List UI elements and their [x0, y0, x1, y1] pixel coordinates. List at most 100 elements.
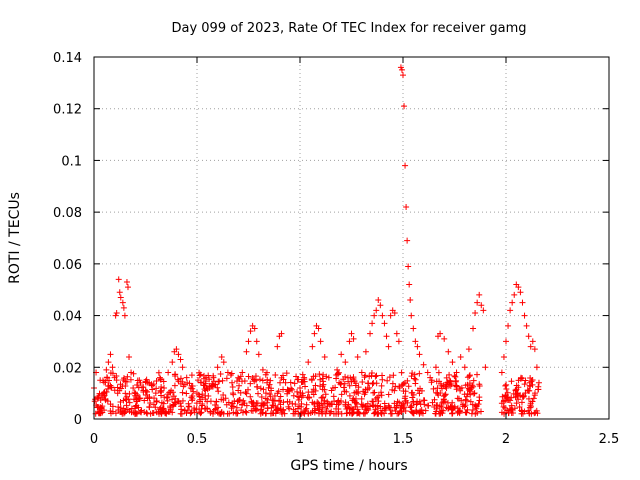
- data-point: [477, 408, 484, 415]
- data-point: [409, 370, 416, 377]
- data-point: [172, 395, 179, 402]
- data-point: [364, 405, 371, 412]
- data-point: [441, 335, 448, 342]
- data-point: [334, 398, 341, 405]
- data-point: [422, 407, 429, 414]
- data-point: [378, 392, 385, 399]
- data-point: [164, 397, 171, 404]
- data-point: [367, 330, 374, 337]
- y-axis-label: ROTI / TECUs: [7, 192, 23, 284]
- data-point: [329, 384, 336, 391]
- data-point: [312, 407, 319, 414]
- data-point: [267, 393, 274, 400]
- data-point: [239, 369, 246, 376]
- data-point: [375, 398, 382, 405]
- data-point: [387, 410, 394, 417]
- data-point: [505, 410, 512, 417]
- plot-frame: [93, 56, 610, 420]
- data-point: [507, 397, 514, 404]
- data-point: [366, 384, 373, 391]
- data-point: [438, 399, 445, 406]
- data-point: [220, 392, 227, 399]
- data-point: [476, 394, 483, 401]
- data-point: [346, 392, 353, 399]
- data-point: [397, 64, 404, 71]
- data-point: [148, 382, 155, 389]
- data-point: [152, 404, 159, 411]
- data-point: [278, 330, 285, 337]
- data-point: [161, 394, 168, 401]
- data-point: [272, 372, 279, 379]
- data-point: [189, 385, 196, 392]
- data-point: [235, 374, 242, 381]
- data-point: [124, 373, 131, 380]
- data-point: [242, 408, 249, 415]
- data-point: [355, 390, 362, 397]
- data-point: [304, 394, 311, 401]
- data-point: [379, 407, 386, 414]
- data-point: [229, 400, 236, 407]
- data-point: [387, 312, 394, 319]
- data-point: [531, 346, 538, 353]
- y-tick-label: 0: [74, 413, 82, 428]
- data-point: [273, 406, 280, 413]
- data-point: [386, 374, 393, 381]
- data-point: [245, 338, 252, 345]
- data-point: [430, 385, 437, 392]
- data-point: [420, 397, 427, 404]
- data-point: [309, 343, 316, 350]
- data-point: [250, 399, 257, 406]
- data-point: [171, 382, 178, 389]
- data-point: [412, 376, 419, 383]
- data-point: [207, 398, 214, 405]
- data-point: [175, 351, 182, 358]
- data-point: [291, 380, 298, 387]
- data-point: [300, 378, 307, 385]
- data-point: [294, 388, 301, 395]
- x-tick-labels: 0 0.5 1 1.5 2 2.5: [90, 432, 619, 447]
- data-point: [247, 380, 254, 387]
- data-point: [267, 377, 274, 384]
- data-point: [434, 390, 441, 397]
- data-point: [398, 382, 405, 389]
- data-point: [505, 322, 512, 329]
- data-point: [123, 396, 130, 403]
- data-point: [519, 299, 526, 306]
- data-point: [318, 400, 325, 407]
- data-point: [236, 382, 243, 389]
- data-point: [409, 389, 416, 396]
- data-point: [503, 338, 509, 345]
- data-point: [337, 381, 344, 388]
- data-point: [189, 397, 196, 404]
- data-point: [402, 407, 409, 414]
- data-point: [215, 378, 222, 385]
- data-point: [171, 399, 178, 406]
- data-point: [525, 387, 532, 394]
- data-point: [289, 400, 296, 407]
- data-point: [461, 364, 468, 371]
- data-point: [286, 387, 293, 394]
- data-point: [316, 371, 323, 378]
- data-point: [412, 338, 419, 345]
- data-point: [115, 276, 122, 283]
- data-point: [262, 390, 269, 397]
- data-point: [230, 409, 237, 416]
- data-point: [444, 399, 451, 406]
- data-point: [362, 348, 369, 355]
- data-point: [193, 400, 200, 407]
- data-point: [156, 374, 163, 381]
- data-point: [233, 404, 240, 411]
- data-point: [535, 386, 542, 393]
- data-point: [142, 378, 149, 385]
- data-point: [509, 299, 516, 306]
- data-point: [215, 388, 222, 395]
- data-point: [146, 403, 153, 410]
- data-point: [416, 409, 423, 416]
- data-point: [518, 399, 525, 406]
- data-point: [463, 409, 470, 416]
- data-point: [350, 375, 357, 382]
- data-point: [197, 371, 204, 378]
- data-point: [167, 404, 174, 411]
- data-point: [526, 379, 533, 386]
- data-point: [391, 309, 398, 316]
